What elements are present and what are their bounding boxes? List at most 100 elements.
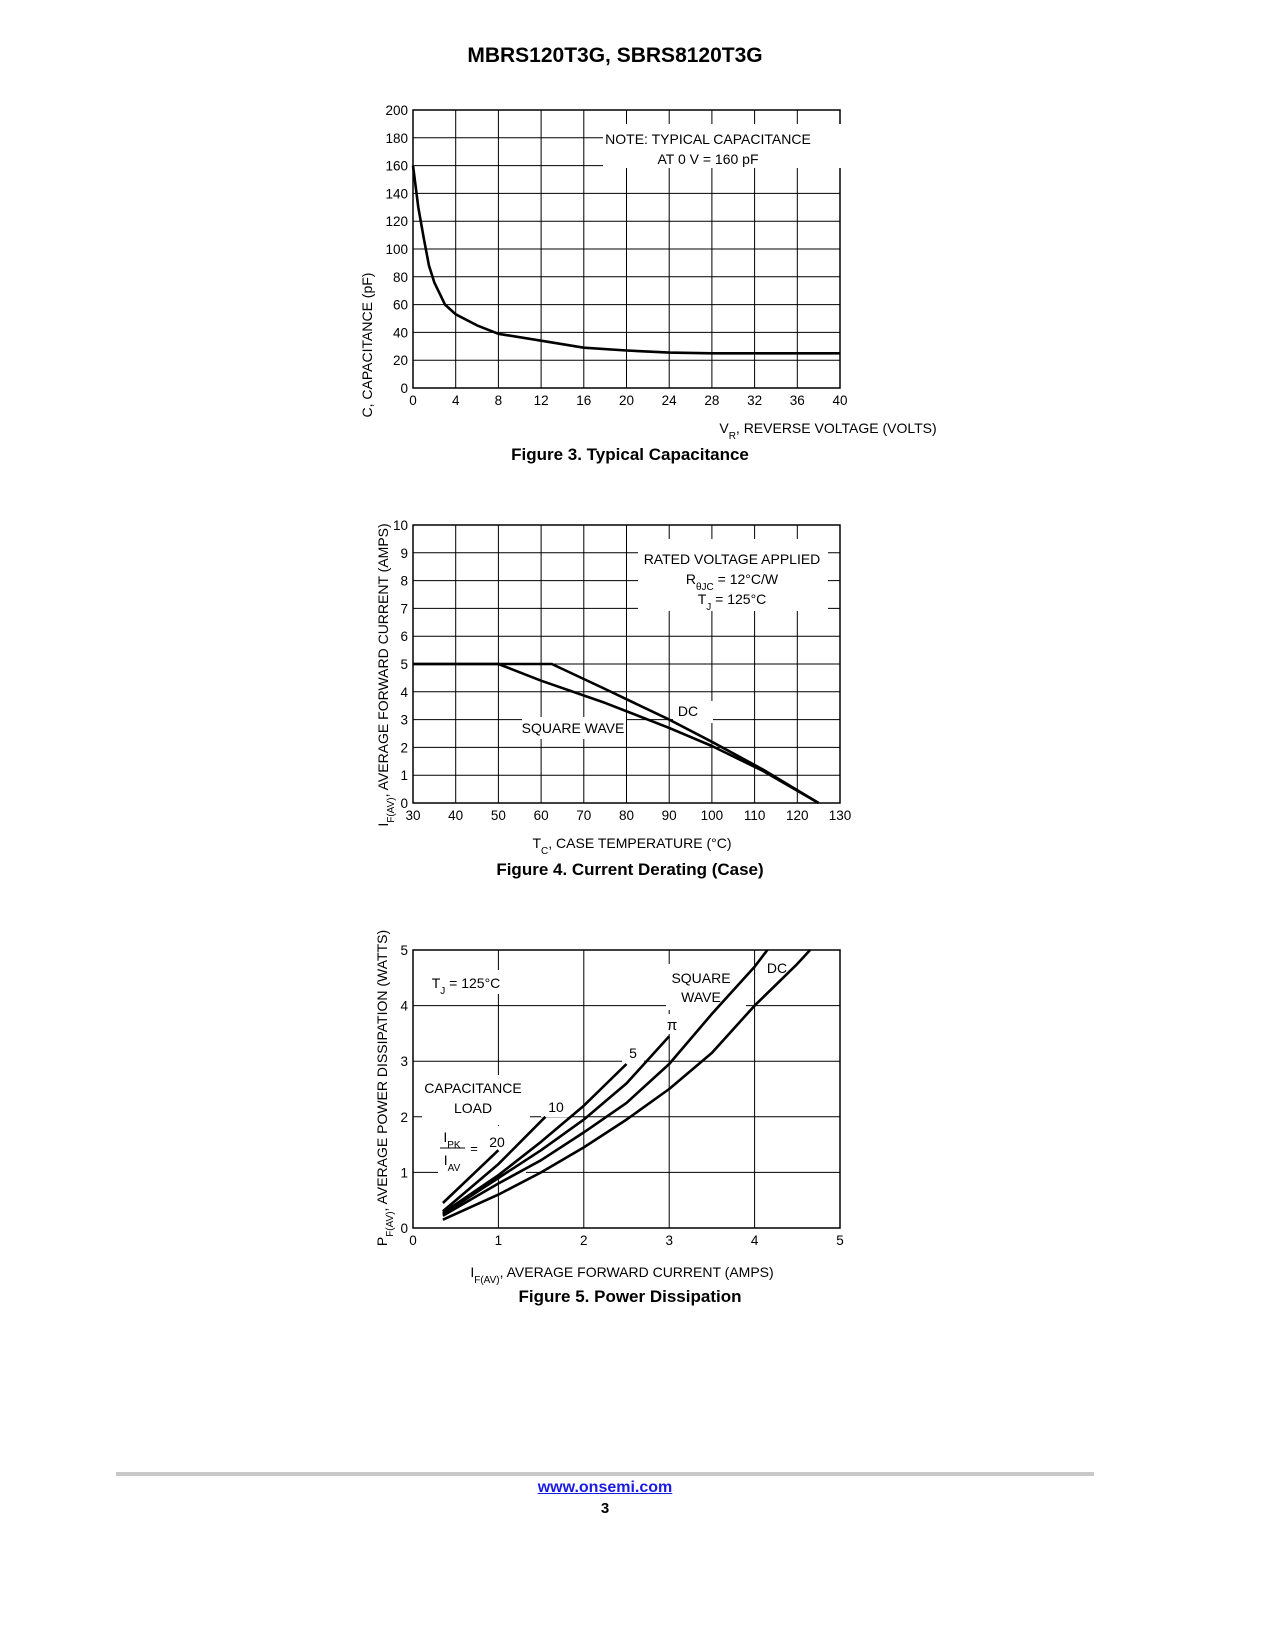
annotation-background xyxy=(522,717,626,739)
x-tick-label: 60 xyxy=(534,808,549,823)
y-tick-label: 3 xyxy=(400,1054,408,1069)
y-tick-label: 8 xyxy=(400,574,408,589)
y-tick-label: 0 xyxy=(400,381,408,396)
figure-3-caption: Figure 3. Typical Capacitance xyxy=(511,445,749,464)
y-tick-label: 2 xyxy=(400,740,408,755)
capacitance-chart: 0 4 8 12 16 20 24 28 32 36 40 0 20 40 60 80 100 120 140 160… xyxy=(359,103,937,442)
x-tick-label: 110 xyxy=(744,808,766,823)
annotation-background xyxy=(760,956,790,978)
x-tick-label: 5 xyxy=(836,1233,844,1248)
figure-4: 30 40 50 60 70 80 90 100 110 120 130 0 1 2 3 4 5 6 7 8 9 10 RA… xyxy=(300,515,960,895)
x-tick-label: 24 xyxy=(662,393,678,408)
x-tick-label: 3 xyxy=(665,1233,673,1248)
x-axis-label: VR, REVERSE VOLTAGE (VOLTS) xyxy=(719,420,936,442)
series-line-20 xyxy=(442,1149,500,1204)
figure-4-caption: Figure 4. Current Derating (Case) xyxy=(496,860,764,879)
y-tick-label: 1 xyxy=(400,768,408,783)
series-label-square-wave: SQUARE WAVE xyxy=(522,720,625,736)
x-tick-label: 36 xyxy=(790,393,805,408)
y-tick-label: 3 xyxy=(400,713,408,728)
annotation-background xyxy=(666,964,746,1010)
series-line-square-wave xyxy=(442,949,769,1217)
equals-sign: = xyxy=(470,1141,478,1156)
x-tick-label: 130 xyxy=(829,808,852,823)
x-tick-label: 1 xyxy=(495,1233,503,1248)
y-tick-label: 100 xyxy=(385,242,408,257)
y-tick-label: 6 xyxy=(400,629,408,644)
annotation-background xyxy=(541,1097,571,1117)
x-tick-label: 2 xyxy=(580,1233,588,1248)
series-label-dc: DC xyxy=(767,960,787,976)
y-tick-label: 200 xyxy=(385,103,408,118)
y-tick-label: 1 xyxy=(400,1165,408,1180)
x-tick-label: 12 xyxy=(534,393,549,408)
y-axis-label: PF(AV), AVERAGE POWER DISSIPATION (WATTS… xyxy=(374,930,396,1246)
x-tick-label: 32 xyxy=(747,393,762,408)
chart-annotation: RATED VOLTAGE APPLIED xyxy=(644,551,821,567)
x-axis-label: TC, CASE TEMPERATURE (°C) xyxy=(532,835,731,857)
chart-annotation: CAPACITANCE xyxy=(424,1080,522,1096)
series-label-dc: DC xyxy=(678,703,698,719)
footer-divider xyxy=(116,1472,1094,1476)
x-tick-label: 80 xyxy=(619,808,634,823)
x-tick-label: 16 xyxy=(576,393,591,408)
chart-annotation: NOTE: TYPICAL CAPACITANCE xyxy=(605,131,811,147)
y-tick-label: 7 xyxy=(400,601,408,616)
figure-5: 0 1 2 3 4 5 0 1 2 3 4 5 TJ = 125°C SQUARE WAVE CAPACITA… xyxy=(300,930,960,1320)
current-derating-chart: 30 40 50 60 70 80 90 100 110 120 130 0 1 2 3 4 5 6 7 8 9 10 RA… xyxy=(375,518,852,857)
annotation-background xyxy=(622,1043,644,1063)
iav-label: IAV xyxy=(444,1152,461,1174)
y-tick-label: 5 xyxy=(400,943,408,958)
y-tick-label: 140 xyxy=(385,186,408,201)
y-tick-label: 10 xyxy=(393,518,408,533)
annotation-background xyxy=(422,1075,530,1125)
y-tick-label: 5 xyxy=(400,657,408,672)
ipk-label: IPK xyxy=(443,1129,461,1151)
figure-3: 0 4 8 12 16 20 24 28 32 36 40 0 20 40 60 80 100 120 140 160… xyxy=(300,100,960,480)
x-tick-label: 8 xyxy=(495,393,503,408)
chart-annotation: WAVE xyxy=(681,989,721,1005)
x-tick-label: 4 xyxy=(751,1233,759,1248)
power-dissipation-chart: 0 1 2 3 4 5 0 1 2 3 4 5 TJ = 125°C SQUARE WAVE CAPACITA… xyxy=(374,930,844,1286)
x-tick-label: 28 xyxy=(704,393,719,408)
footer-website-link[interactable]: www.onsemi.com xyxy=(537,1479,673,1496)
y-tick-label: 180 xyxy=(385,131,408,146)
series-label-10: 10 xyxy=(548,1099,564,1115)
series-label-pi: π xyxy=(667,1017,677,1034)
series-label-5: 5 xyxy=(629,1045,637,1061)
x-tick-label: 120 xyxy=(786,808,809,823)
y-tick-label: 4 xyxy=(400,999,408,1014)
chart-annotation: TJ = 125°C xyxy=(698,591,767,613)
chart-annotation: AT 0 V = 160 pF xyxy=(657,151,758,167)
annotation-background xyxy=(673,701,713,723)
plot-frame xyxy=(412,109,841,389)
y-tick-label: 40 xyxy=(393,325,408,340)
x-tick-label: 90 xyxy=(662,808,677,823)
y-tick-label: 60 xyxy=(393,298,408,313)
x-tick-label: 0 xyxy=(409,393,417,408)
x-tick-label: 40 xyxy=(832,393,847,408)
figure-5-caption: Figure 5. Power Dissipation xyxy=(518,1287,742,1306)
annotation-background xyxy=(603,124,841,168)
y-axis-label: IF(AV), AVERAGE FORWARD CURRENT (AMPS) xyxy=(375,523,397,826)
y-tick-label: 20 xyxy=(393,353,408,368)
series-line-dc xyxy=(442,949,812,1221)
x-tick-label: 20 xyxy=(619,393,634,408)
y-tick-label: 2 xyxy=(400,1110,408,1125)
y-tick-label: 120 xyxy=(385,214,408,229)
x-tick-label: 30 xyxy=(405,808,420,823)
series-line-square-wave xyxy=(413,662,820,805)
y-tick-label: 9 xyxy=(400,546,408,561)
y-tick-label: 160 xyxy=(385,159,408,174)
y-axis-label: C, CAPACITANCE (pF) xyxy=(359,273,375,418)
tj-annotation: TJ = 125°C xyxy=(432,975,501,997)
y-tick-label: 80 xyxy=(393,270,408,285)
chart-annotation: RθJC = 12°C/W xyxy=(686,571,779,593)
annotation-background xyxy=(638,539,828,611)
x-tick-label: 100 xyxy=(701,808,724,823)
y-tick-label: 0 xyxy=(400,1221,408,1236)
chart-annotation: SQUARE xyxy=(671,970,730,986)
page-number: 3 xyxy=(600,1500,610,1517)
x-tick-label: 50 xyxy=(491,808,506,823)
x-axis-label: IF(AV), AVERAGE FORWARD CURRENT (AMPS) xyxy=(470,1264,773,1286)
